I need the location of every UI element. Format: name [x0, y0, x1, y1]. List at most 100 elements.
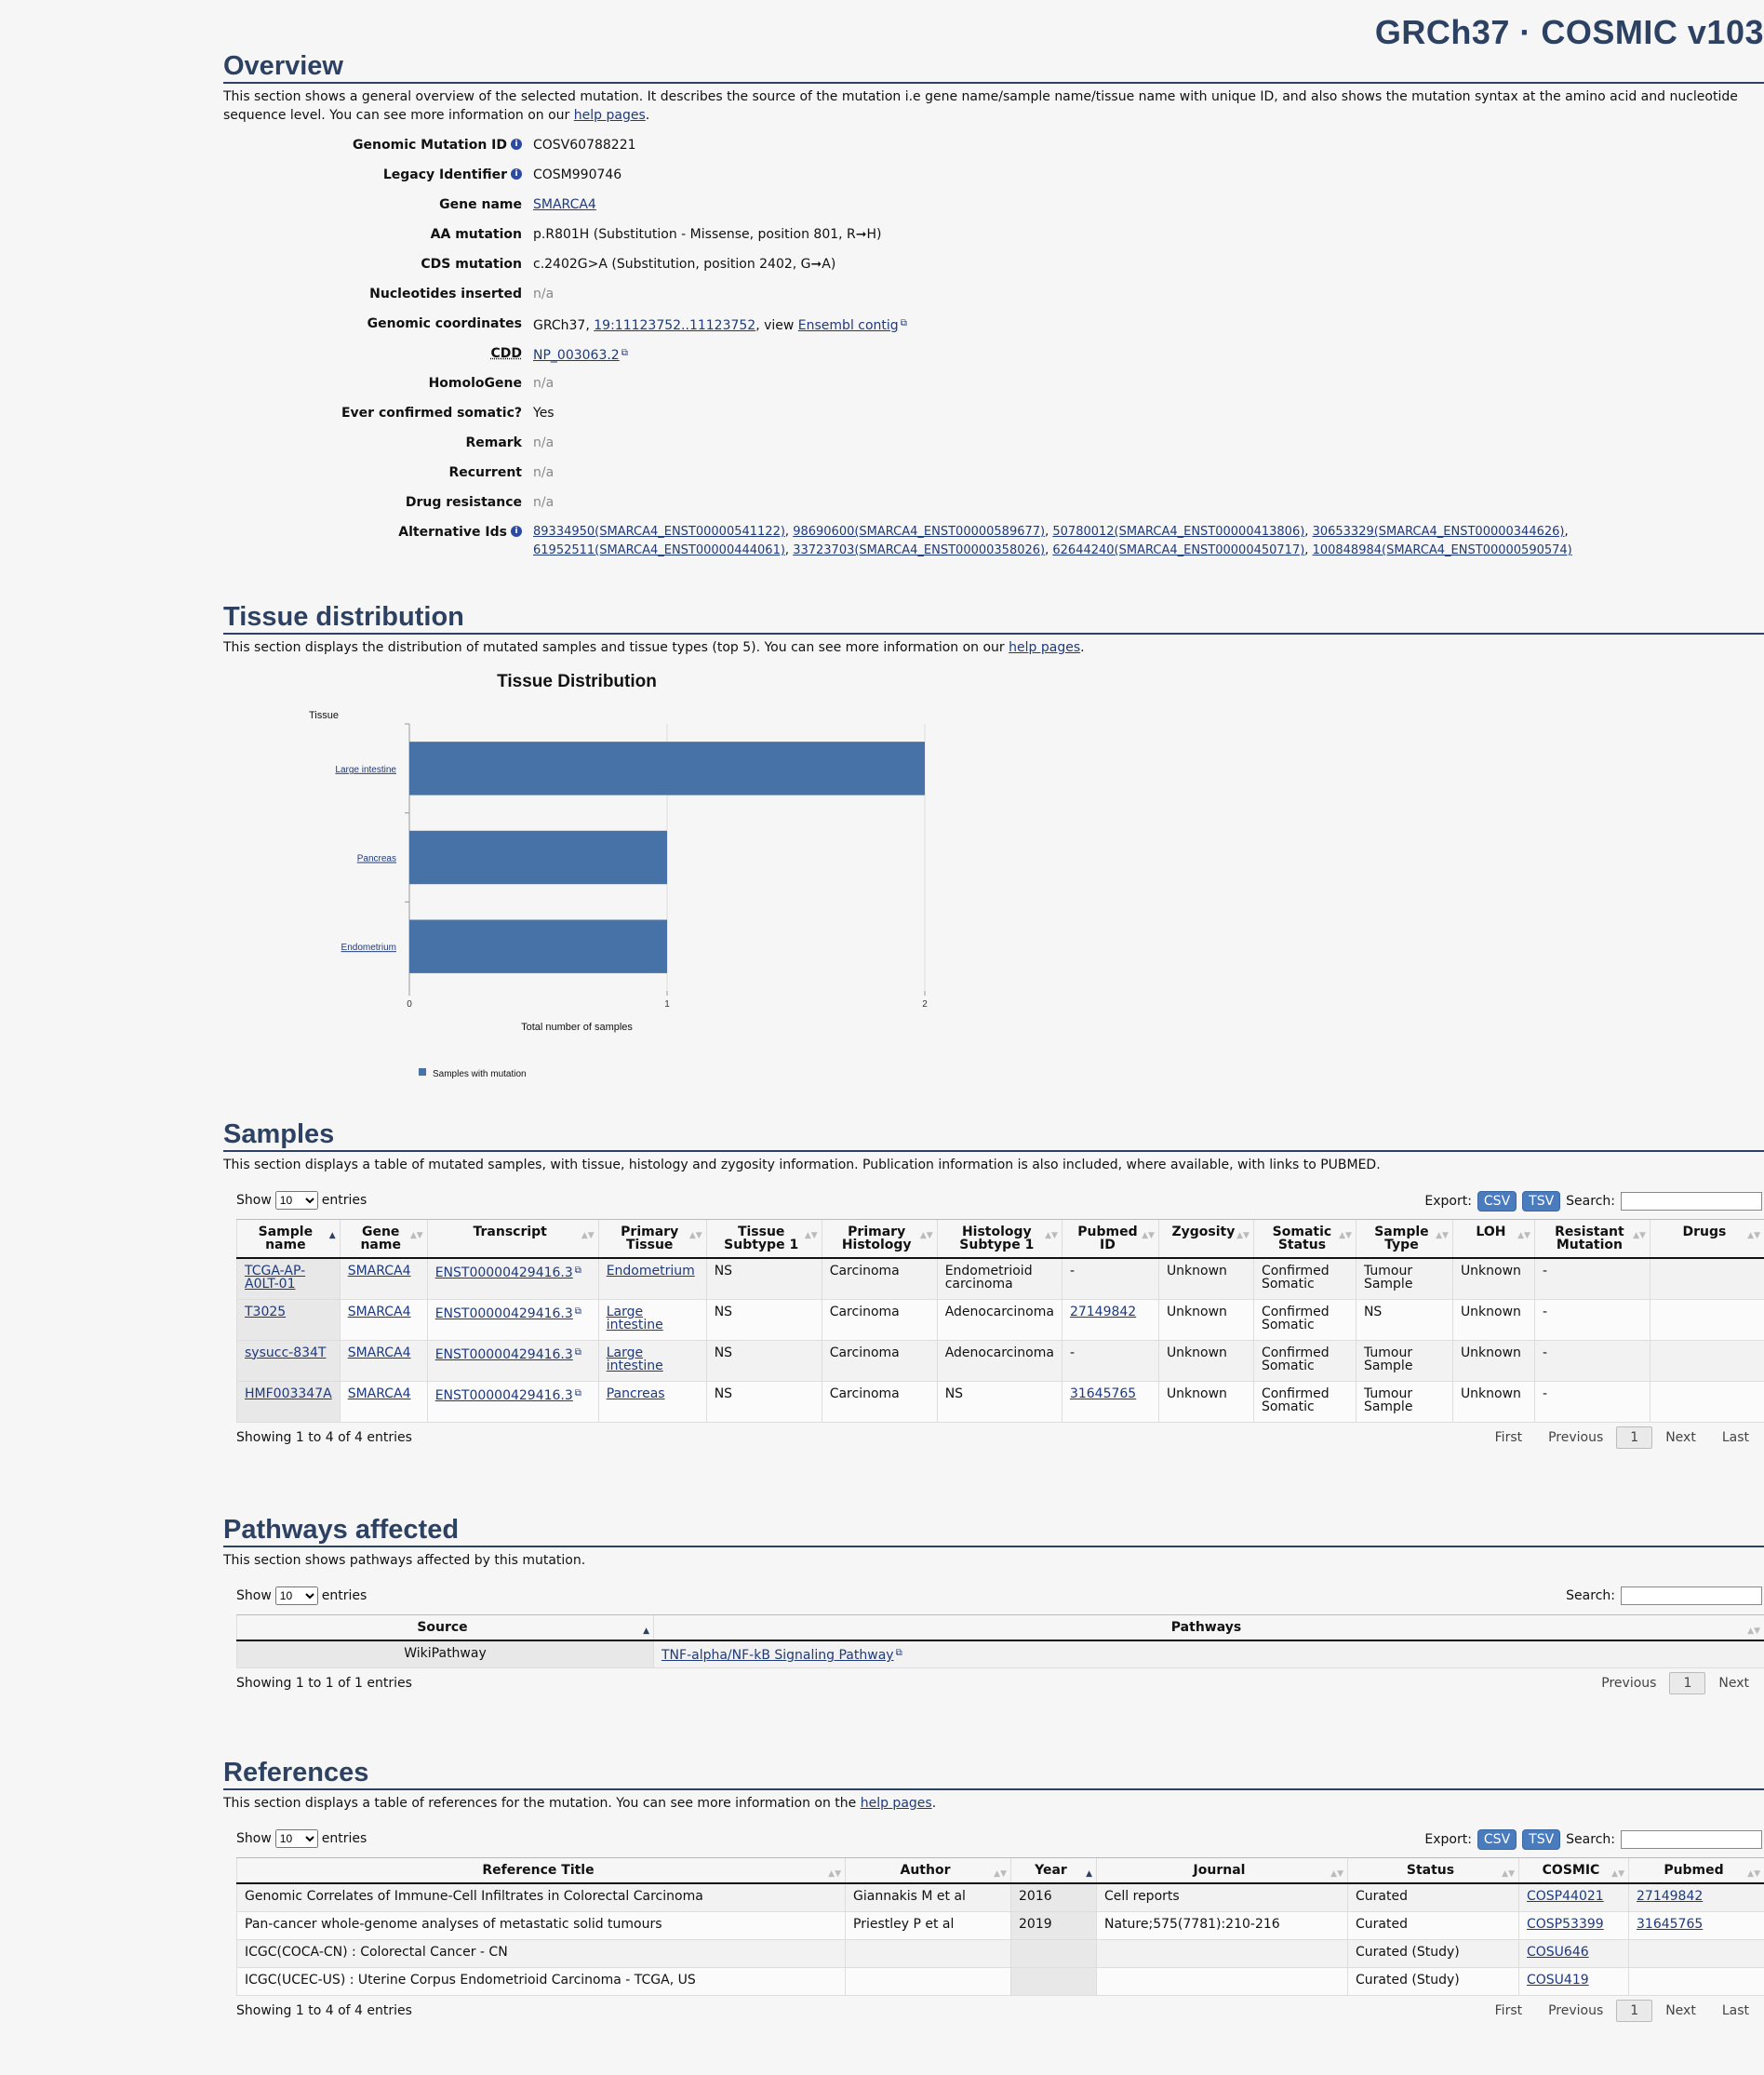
csv-export-button[interactable]: CSV: [1477, 1191, 1517, 1212]
primary-tissue-link[interactable]: Pancreas: [606, 1386, 665, 1401]
last-page-button[interactable]: Last: [1721, 1429, 1749, 1445]
tsv-export-button[interactable]: TSV: [1522, 1829, 1561, 1850]
info-icon[interactable]: i: [511, 139, 522, 150]
tissue-help-link[interactable]: help pages: [1009, 640, 1081, 655]
previous-page-button[interactable]: Previous: [1601, 1676, 1657, 1691]
current-page-button[interactable]: 1: [1616, 1426, 1653, 1449]
coords-link[interactable]: 19:11123752..11123752: [594, 318, 756, 333]
label-text: CDD: [490, 346, 522, 361]
column-header-pathways[interactable]: Pathways ▲▼: [653, 1614, 1764, 1641]
csv-export-button[interactable]: CSV: [1477, 1829, 1517, 1850]
previous-page-button[interactable]: Previous: [1548, 2002, 1604, 2018]
next-page-button[interactable]: Next: [1718, 1676, 1749, 1691]
alt-id-link[interactable]: 30653329(SMARCA4_ENST00000344626): [1312, 525, 1565, 539]
primary-tissue-link[interactable]: Large intestine: [606, 1304, 663, 1332]
gene-name-cell: SMARCA4: [339, 1381, 428, 1423]
pubmed-id-link[interactable]: 31645765: [1069, 1386, 1137, 1401]
somatic-status-cell: Confirmed Somatic: [1252, 1381, 1356, 1423]
current-page-button[interactable]: 1: [1669, 1672, 1706, 1694]
column-header-primary-tissue[interactable]: Primary Tissue ▲▼: [597, 1219, 707, 1259]
cosmic-link[interactable]: COSU646: [1527, 1944, 1589, 1960]
gene-name-link[interactable]: SMARCA4: [533, 197, 596, 212]
overview-help-link[interactable]: help pages: [573, 108, 646, 123]
alt-id-link[interactable]: 98690600(SMARCA4_ENST00000589677): [793, 525, 1046, 539]
cosmic-link[interactable]: COSU419: [1527, 1972, 1589, 1988]
y-category-label[interactable]: Large intestine: [335, 765, 396, 775]
gene-name-link[interactable]: SMARCA4: [347, 1345, 411, 1360]
value-remark: n/a: [533, 435, 555, 450]
column-header-author[interactable]: Author ▲▼: [845, 1857, 1011, 1884]
column-header-histology-subtype-1[interactable]: Histology Subtype 1 ▲▼: [936, 1219, 1062, 1259]
pubmed-link[interactable]: 31645765: [1637, 1916, 1704, 1932]
pathways-page-size-select[interactable]: 10: [274, 1586, 318, 1605]
column-header-status[interactable]: Status ▲▼: [1347, 1857, 1519, 1884]
column-header-pubmed-id[interactable]: Pubmed ID ▲▼: [1061, 1219, 1159, 1259]
cosmic-link[interactable]: COSP53399: [1527, 1916, 1604, 1932]
column-header-somatic-status[interactable]: Somatic Status ▲▼: [1252, 1219, 1356, 1259]
y-category-label[interactable]: Endometrium: [341, 943, 396, 953]
previous-page-button[interactable]: Previous: [1548, 1429, 1604, 1445]
references-help-link[interactable]: help pages: [860, 1796, 932, 1811]
pubmed-link[interactable]: 27149842: [1637, 1889, 1704, 1904]
pathway-link[interactable]: TNF-alpha/NF-kB Signaling Pathway: [662, 1648, 894, 1663]
column-header-transcript[interactable]: Transcript ▲▼: [426, 1219, 599, 1259]
references-page-size-select[interactable]: 10: [274, 1829, 318, 1848]
sample-name-link[interactable]: sysucc-834T: [245, 1345, 327, 1360]
column-header-loh[interactable]: LOH ▲▼: [1451, 1219, 1535, 1259]
sample-name-link[interactable]: T3025: [245, 1304, 287, 1319]
gene-name-link[interactable]: SMARCA4: [347, 1386, 411, 1401]
primary-tissue-link[interactable]: Large intestine: [606, 1345, 663, 1373]
sample-type-cell: Tumour Sample: [1355, 1340, 1453, 1382]
samples-search-input[interactable]: [1621, 1192, 1762, 1211]
pathways-search-input[interactable]: [1621, 1586, 1762, 1605]
sample-name-link[interactable]: HMF003347A: [245, 1386, 332, 1401]
column-header-reference-title[interactable]: Reference Title ▲▼: [236, 1857, 846, 1884]
references-search-input[interactable]: [1621, 1830, 1762, 1849]
next-page-button[interactable]: Next: [1665, 2002, 1696, 2018]
column-header-sample-type[interactable]: Sample Type ▲▼: [1355, 1219, 1453, 1259]
first-page-button[interactable]: First: [1494, 2002, 1523, 2018]
column-header-tissue-subtype-1[interactable]: Tissue Subtype 1 ▲▼: [705, 1219, 822, 1259]
column-header-sample-name[interactable]: Sample name ▲: [236, 1219, 341, 1259]
column-header-primary-histology[interactable]: Primary Histology ▲▼: [821, 1219, 938, 1259]
transcript-link[interactable]: ENST00000429416.3: [434, 1387, 573, 1403]
column-header-drugs[interactable]: Drugs ▲▼: [1649, 1219, 1764, 1259]
column-header-cosmic[interactable]: COSMIC ▲▼: [1518, 1857, 1629, 1884]
samples-page-size-select[interactable]: 10: [274, 1191, 318, 1210]
cosmic-link[interactable]: COSP44021: [1527, 1889, 1604, 1904]
tsv-export-button[interactable]: TSV: [1522, 1191, 1561, 1212]
column-header-resistant-mutation[interactable]: Resistant Mutation ▲▼: [1533, 1219, 1650, 1259]
alt-id-link[interactable]: 100848984(SMARCA4_ENST00000590574): [1312, 543, 1572, 557]
alt-id-link[interactable]: 62644240(SMARCA4_ENST00000450717): [1052, 543, 1305, 557]
current-page-button[interactable]: 1: [1616, 1999, 1653, 2022]
transcript-link[interactable]: ENST00000429416.3: [434, 1346, 573, 1362]
alt-id-link[interactable]: 50780012(SMARCA4_ENST00000413806): [1052, 525, 1305, 539]
info-icon[interactable]: i: [511, 168, 522, 180]
last-page-button[interactable]: Last: [1721, 2002, 1749, 2018]
transcript-link[interactable]: ENST00000429416.3: [434, 1305, 573, 1321]
first-page-button[interactable]: First: [1494, 1429, 1523, 1445]
column-header-zygosity[interactable]: Zygosity ▲▼: [1157, 1219, 1254, 1259]
column-header-journal[interactable]: Journal ▲▼: [1096, 1857, 1348, 1884]
sample-name-cell: HMF003347A: [236, 1381, 341, 1423]
journal-cell: Nature;575(7781):210-216: [1096, 1911, 1348, 1940]
column-header-source[interactable]: Source ▲: [236, 1614, 654, 1641]
cdd-link[interactable]: NP_003063.2: [533, 348, 620, 363]
y-category-label[interactable]: Pancreas: [357, 854, 396, 864]
gene-name-link[interactable]: SMARCA4: [347, 1304, 411, 1319]
sample-name-link[interactable]: TCGA-AP-A0LT-01: [245, 1264, 306, 1292]
pubmed-id-link[interactable]: 27149842: [1069, 1304, 1137, 1319]
alt-id-link[interactable]: 89334950(SMARCA4_ENST00000541122): [533, 525, 785, 539]
alt-id-link[interactable]: 33723703(SMARCA4_ENST00000358026): [793, 543, 1046, 557]
gene-name-link[interactable]: SMARCA4: [347, 1264, 411, 1278]
ensembl-contig-link[interactable]: Ensembl contig: [797, 318, 899, 333]
alt-id-link[interactable]: 61952511(SMARCA4_ENST00000444061): [533, 543, 785, 557]
column-header-year[interactable]: Year ▲: [1010, 1857, 1097, 1884]
next-page-button[interactable]: Next: [1665, 1429, 1696, 1445]
cell-text: NS: [714, 1304, 733, 1319]
column-header-gene-name[interactable]: Gene name ▲▼: [339, 1219, 428, 1259]
primary-tissue-link[interactable]: Endometrium: [606, 1264, 695, 1278]
column-header-pubmed[interactable]: Pubmed ▲▼: [1628, 1857, 1764, 1884]
info-icon[interactable]: i: [511, 526, 522, 537]
transcript-link[interactable]: ENST00000429416.3: [434, 1265, 573, 1280]
